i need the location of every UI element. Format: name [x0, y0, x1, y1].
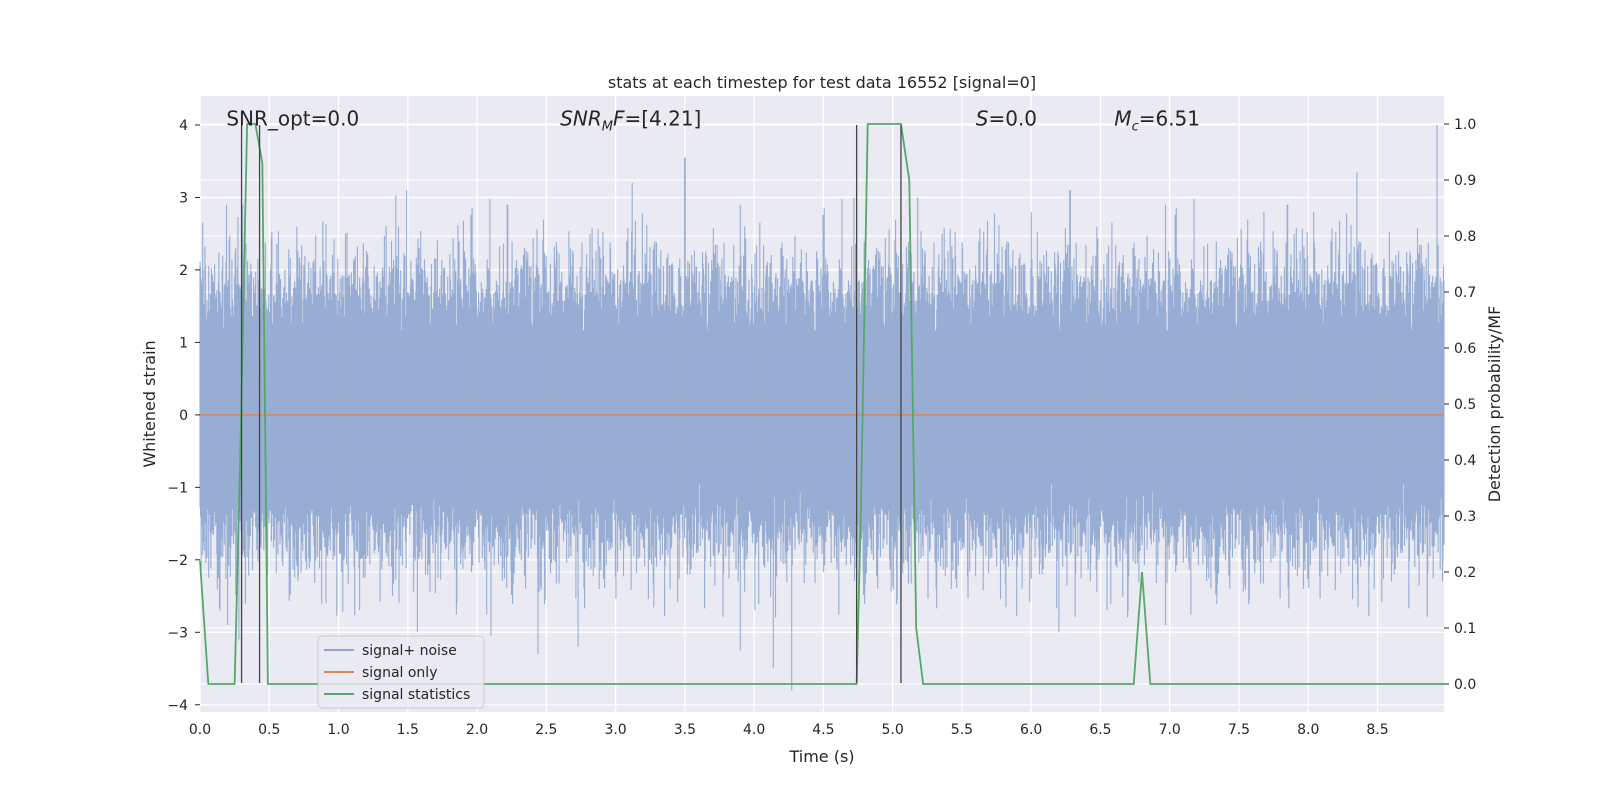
y-tick-label-left: 2 — [179, 263, 188, 279]
y-tick-label-left: 0 — [179, 408, 188, 424]
x-tick-label: 6.5 — [1089, 722, 1111, 738]
x-tick-label: 5.5 — [951, 722, 973, 738]
chart-title: stats at each timestep for test data 165… — [608, 73, 1036, 92]
y-tick-label-left: 1 — [179, 335, 188, 351]
legend-label: signal only — [362, 665, 437, 681]
legend-box — [317, 635, 485, 709]
y-axis-label-left: Whitened strain — [140, 340, 159, 467]
x-axis-label: Time (s) — [788, 747, 854, 766]
y-tick-label-right: 0.2 — [1454, 565, 1476, 581]
y-tick-label-right: 0.0 — [1454, 677, 1476, 693]
x-tick-label: 0.5 — [258, 722, 280, 738]
y-tick-label-right: 0.3 — [1454, 509, 1476, 525]
legend: signal+ noise signal only signal statistic… — [317, 635, 485, 709]
legend-label: signal statistics — [362, 687, 470, 703]
legend-label: signal+ noise — [362, 643, 457, 659]
x-tick-label: 2.0 — [466, 722, 488, 738]
x-tick-label: 3.0 — [604, 722, 626, 738]
signal-noise-series — [199, 125, 1445, 691]
x-tick-label: 7.0 — [1159, 722, 1181, 738]
x-tick-label: 1.5 — [397, 722, 419, 738]
x-tick-label: 4.5 — [812, 722, 834, 738]
x-tick-label: 4.0 — [743, 722, 765, 738]
x-tick-label: 3.5 — [674, 722, 696, 738]
y-tick-label-left: −3 — [167, 625, 188, 641]
y-tick-label-right: 0.4 — [1454, 453, 1476, 469]
y-tick-label-right: 0.8 — [1454, 229, 1476, 245]
signal-noise-trace — [199, 125, 1445, 691]
y-tick-label-left: −4 — [167, 698, 188, 714]
y-tick-label-right: 1.0 — [1454, 117, 1476, 133]
y-tick-label-right: 0.6 — [1454, 341, 1476, 357]
signal-statistics-line — [199, 123, 1444, 685]
x-tick-label: 1.0 — [327, 722, 349, 738]
annotation-s: S=0.0 — [976, 107, 1037, 131]
x-tick-label: 2.5 — [535, 722, 557, 738]
vertical-markers — [240, 124, 902, 684]
y-tick-label-left: −1 — [167, 480, 188, 496]
y-tick-label-right: 0.7 — [1454, 285, 1476, 301]
y-tick-label-left: 4 — [179, 118, 188, 134]
x-tick-label: 8.5 — [1366, 722, 1388, 738]
x-tick-label: 8.0 — [1297, 722, 1319, 738]
x-tick-label: 0.0 — [189, 722, 211, 738]
y-tick-label-left: 3 — [179, 190, 188, 206]
tick-labels: 0.0 0.5 1.0 1.5 2.0 2.5 3.0 3.5 4.0 4.5 5.0 5.5 6.0 6… — [167, 117, 1476, 738]
x-tick-label: 7.5 — [1228, 722, 1250, 738]
line-series — [199, 123, 1444, 685]
annotation-snr-mf: SNRMF=[4.21] — [560, 107, 701, 135]
y-axis-label-right: Detection probability/MF — [1485, 306, 1504, 503]
annotation-mc: Mc=6.51 — [1114, 107, 1200, 135]
annotation-snr-opt: SNR_opt=0.0 — [226, 107, 359, 131]
y-tick-label-right: 0.1 — [1454, 621, 1476, 637]
y-tick-label-left: −2 — [167, 553, 188, 569]
x-tick-label: 6.0 — [1020, 722, 1042, 738]
y-tick-label-right: 0.5 — [1454, 397, 1476, 413]
y-tick-label-right: 0.9 — [1454, 173, 1476, 189]
x-tick-label: 5.0 — [882, 722, 904, 738]
annotations: SNR_opt=0.0 SNRMF=[4.21] S=0.0 Mc=6.51 — [226, 107, 1200, 135]
